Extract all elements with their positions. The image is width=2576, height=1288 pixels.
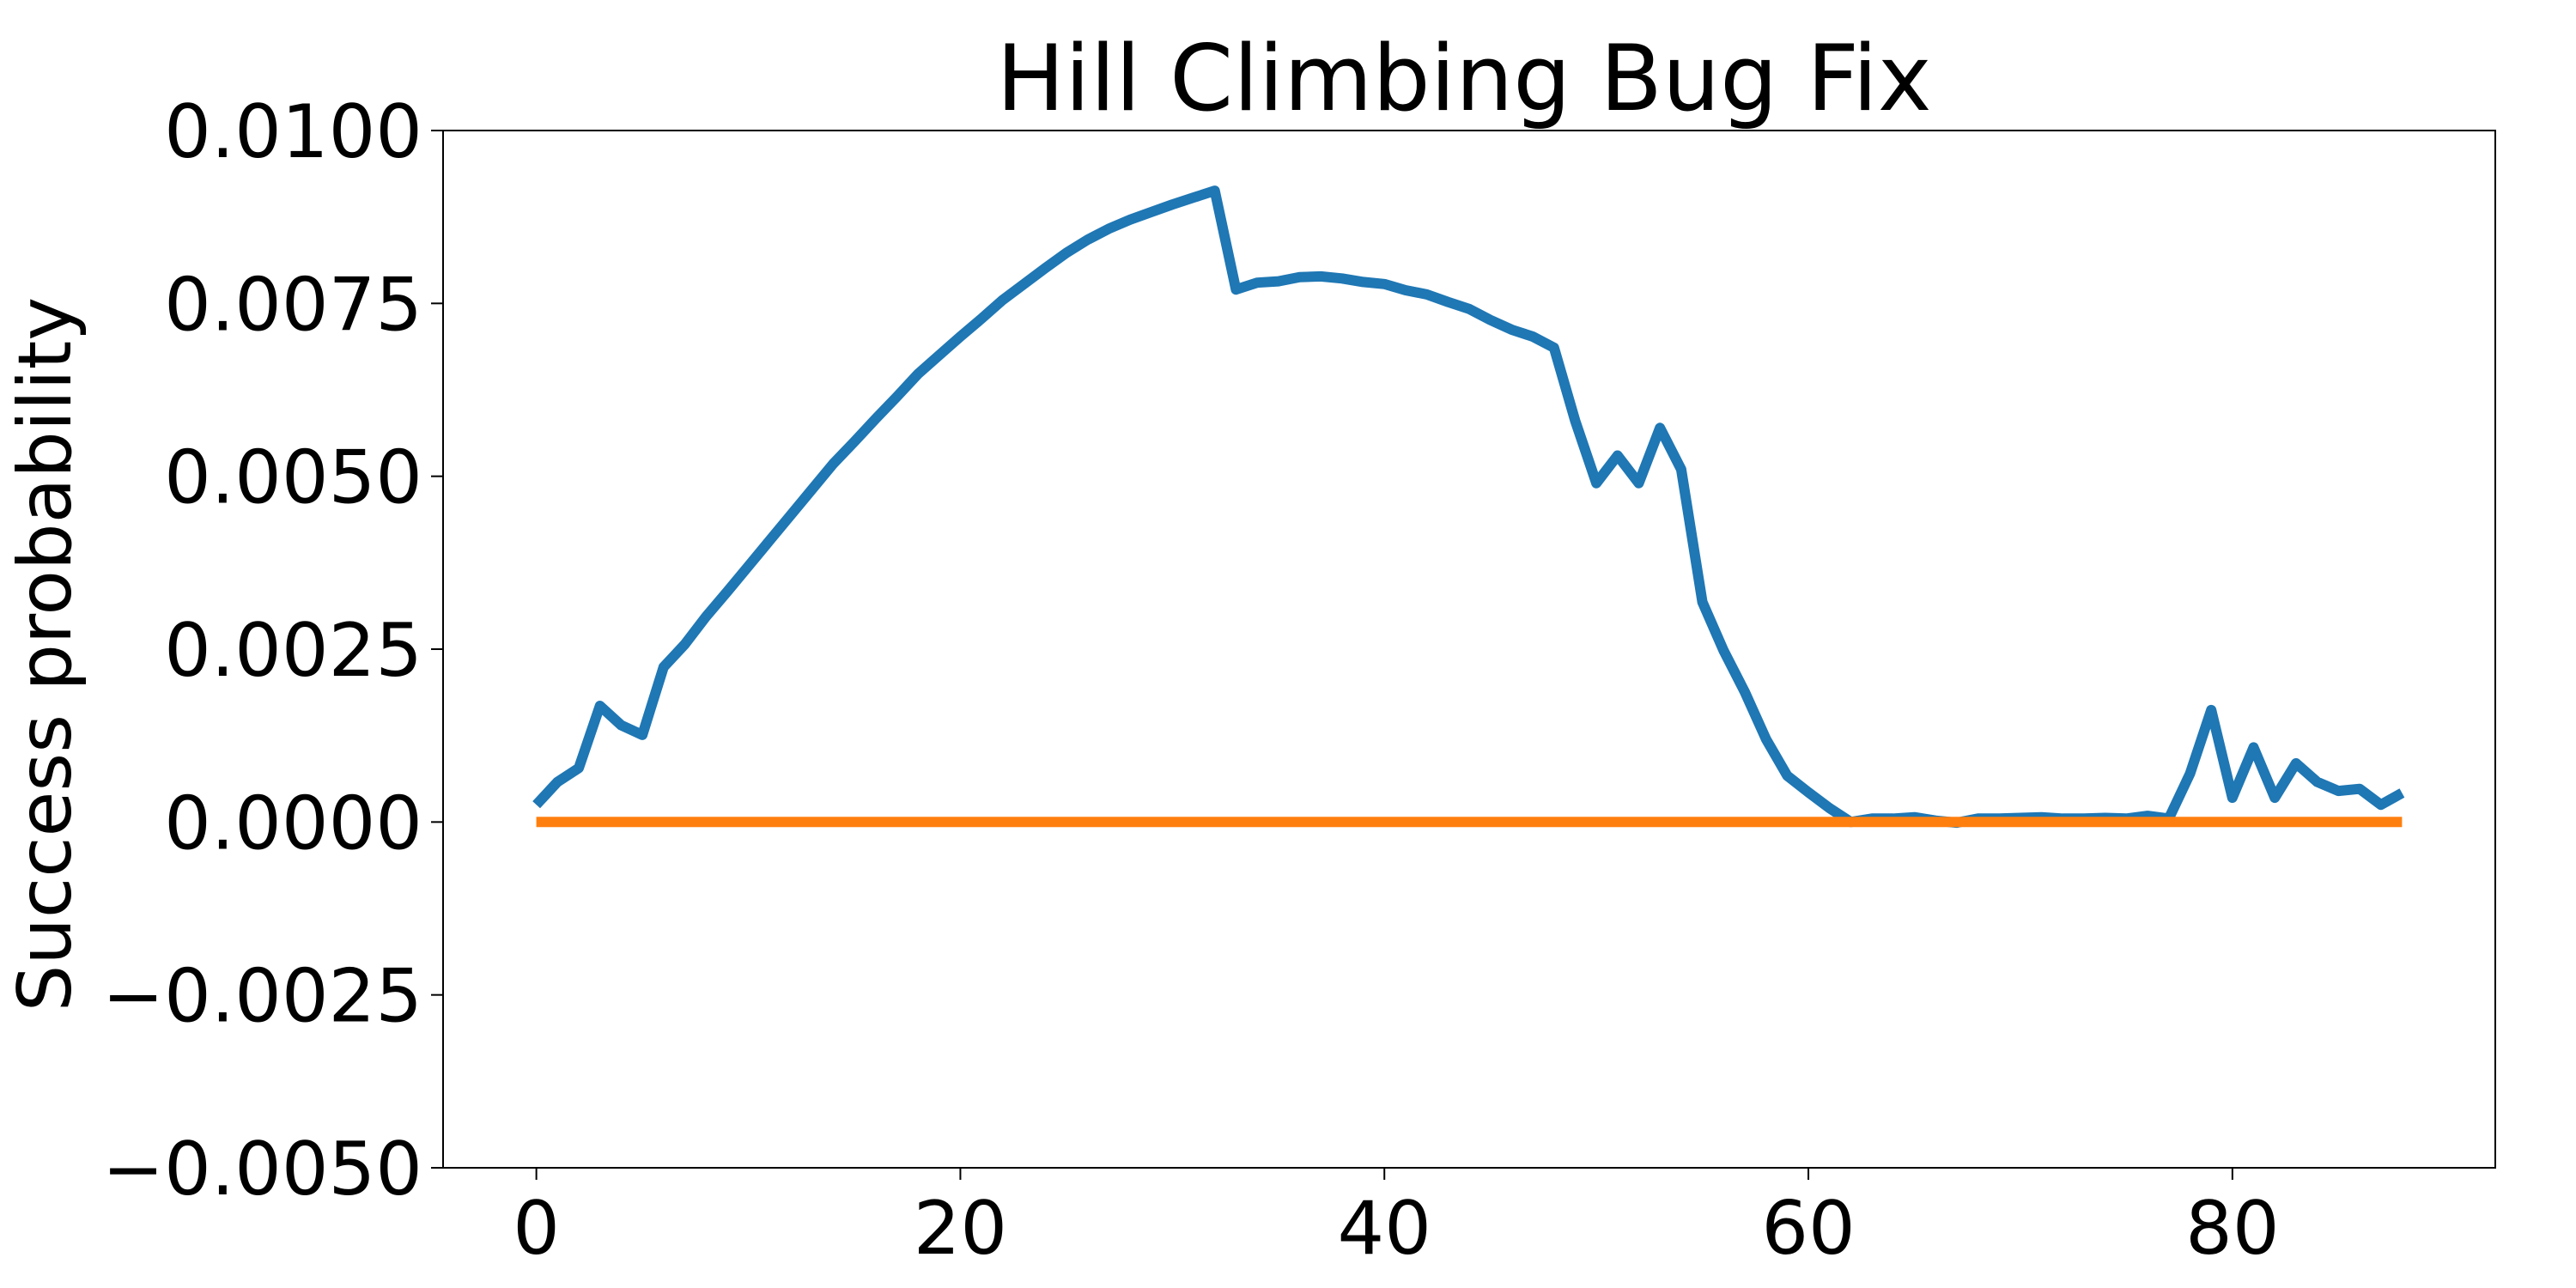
x-tick-label: 20	[914, 1186, 1007, 1272]
x-tick-label: 0	[513, 1186, 560, 1272]
plot-frame	[442, 130, 2496, 1169]
plot-area	[442, 130, 2496, 1169]
y-tick-label: −0.0025	[102, 954, 422, 1040]
chart-title: Hill Climbing Bug Fix	[996, 26, 1931, 131]
x-tick-label: 40	[1338, 1186, 1431, 1272]
series-layer	[532, 185, 2405, 829]
y-axis: −0.0050 −0.0025 0.0000 0.0025 0.0050 0.0075 0.…	[102, 89, 443, 1212]
y-tick-label: 0.0075	[164, 262, 422, 348]
y-tick-label: −0.0050	[102, 1127, 422, 1212]
y-tick-label: 0.0100	[164, 89, 422, 175]
y-tick-label: 0.0000	[164, 781, 422, 866]
series-line-1	[532, 185, 2405, 829]
y-tick-label: 0.0025	[164, 608, 422, 694]
y-axis-label: Success probability	[3, 297, 88, 1012]
x-tick-label: 60	[1761, 1186, 1855, 1272]
x-axis: 0 20 40 60 80	[513, 1168, 2280, 1272]
x-tick-label: 80	[2185, 1186, 2279, 1272]
y-tick-label: 0.0050	[164, 435, 422, 521]
